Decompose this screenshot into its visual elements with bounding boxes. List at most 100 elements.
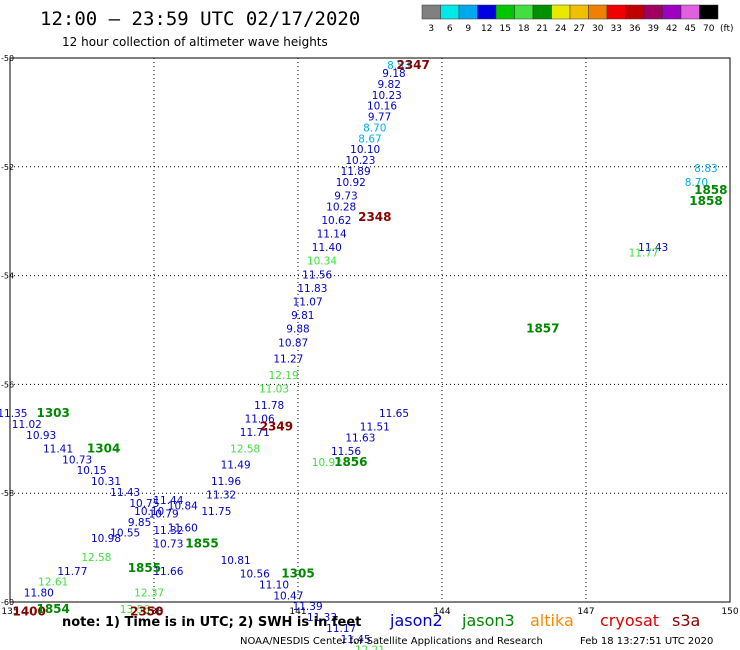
colorbar-label: 21 (537, 24, 548, 34)
pass-time-label: 1856 (334, 455, 367, 469)
wave-height-point: 11.56 (302, 269, 332, 281)
pass-time-label: 1303 (36, 406, 69, 420)
wave-height-point: 10.75 (129, 498, 159, 510)
wave-height-point: 11.39 (293, 601, 323, 613)
wave-height-point: 11.78 (254, 400, 284, 412)
x-tick-label: 138 (145, 607, 162, 617)
colorbar-swatch (458, 4, 478, 20)
colorbar-swatch (680, 4, 700, 20)
colorbar-swatch (625, 4, 645, 20)
wave-height-point: 11.27 (273, 354, 303, 366)
wave-height-point: 10.10 (134, 506, 164, 518)
chart-subtitle: 12 hour collection of altimeter wave hei… (62, 35, 328, 49)
colorbar-label: 39 (648, 24, 660, 34)
legend-entry-cryosat: cryosat (600, 611, 659, 630)
wave-height-point: 11.83 (297, 283, 327, 295)
wave-height-point: 11.77 (57, 566, 87, 578)
wave-height-point: 10.23 (372, 90, 402, 102)
colorbar-label: 33 (611, 24, 622, 34)
wave-height-point: 11.49 (221, 460, 251, 472)
wave-height-point: 11.17 (326, 623, 356, 635)
wave-height-point: 11.32 (206, 490, 236, 502)
pass-time-label: 1858 (689, 194, 722, 208)
wave-height-point: 10.73 (153, 539, 183, 551)
wave-height-point: 11.14 (317, 229, 347, 241)
wave-height-point: 11.63 (345, 433, 375, 445)
colorbar-label: 24 (555, 24, 567, 34)
wave-height-point: 13.56 (120, 604, 150, 616)
wave-height-point: 10.92 (312, 457, 342, 469)
wave-height-point: 10.92 (336, 177, 366, 189)
pass-time-label: 2349 (260, 420, 293, 434)
colorbar-swatch (440, 4, 460, 20)
pass-time-label: 1304 (87, 441, 120, 455)
wave-height-point: 9.82 (378, 79, 401, 91)
y-tick-label: -50 (1, 54, 14, 63)
legend-entry-s3a: s3a (672, 611, 700, 630)
wave-height-point: 11.77 (629, 248, 659, 260)
legend-entry-altika: altika (530, 611, 574, 630)
colorbar-swatch (569, 4, 589, 20)
wave-height-point: 11.56 (331, 446, 361, 458)
wave-height-point: 12.58 (81, 552, 111, 564)
grid-lines (10, 58, 730, 602)
wave-height-point: 11.02 (12, 419, 42, 431)
colorbar-label: 42 (666, 24, 677, 34)
wave-height-point: 8.53 (387, 60, 410, 72)
wave-height-point: 11.03 (259, 384, 289, 396)
pass-time-label: 1855 (128, 561, 161, 575)
colorbar-swatch (421, 4, 441, 20)
wave-height-point: 10.34 (307, 256, 337, 268)
colorbar-swatch (514, 4, 534, 20)
wave-height-point: 11.44 (153, 495, 183, 507)
x-tick-label: 141 (289, 607, 306, 617)
legend-entry-jason2: jason2 (389, 611, 443, 630)
chart-title: 12:00 – 23:59 UTC 02/17/2020 (40, 8, 360, 30)
wave-height-point: 10.10 (350, 144, 380, 156)
wave-height-point: 10.87 (278, 337, 308, 349)
wave-height-point: 11.43 (110, 487, 140, 499)
wave-height-point: 10.28 (326, 201, 356, 213)
wave-height-point: 10.62 (321, 215, 351, 227)
wave-height-point: 9.88 (286, 324, 309, 336)
satellite-legend: jason2 jason3 altika cryosat s3a (389, 611, 700, 630)
wave-height-point: 11.60 (168, 522, 198, 534)
wave-height-point: 10.55 (110, 528, 140, 540)
pass-time-label: 1400 (12, 605, 45, 619)
x-tick-label: 135 (1, 607, 18, 617)
wave-height-point: 10.56 (240, 569, 270, 581)
x-tick-label: 144 (433, 607, 450, 617)
axis-ticks: 135 138 141 144 147 150 -50 -52 -54 -56 -58 -60 (1, 54, 739, 617)
pass-time-label: 2350 (130, 605, 163, 619)
y-tick-label: -60 (1, 598, 14, 607)
wave-height-point: 9.81 (291, 310, 314, 322)
wave-height-point: 11.80 (24, 588, 54, 600)
pass-time-label: 2347 (396, 58, 429, 72)
legend-entry-jason3: jason3 (461, 611, 515, 630)
wave-height-point: 12.21 (355, 645, 385, 650)
pass-time-label: 1857 (526, 322, 559, 336)
wave-height-point: 10.47 (273, 590, 303, 602)
data-points: 8.539.189.8210.2310.169.778.708.6710.101… (0, 60, 718, 650)
colorbar-swatch (551, 4, 571, 20)
wave-height-point: 11.10 (259, 579, 289, 591)
wave-height-point: 11.71 (240, 427, 270, 439)
wave-height-point: 11.89 (341, 166, 371, 178)
footer-timestamp: Feb 18 13:27:51 UTC 2020 (580, 636, 713, 647)
wave-height-point: 11.66 (153, 566, 183, 578)
wave-height-point: 11.35 (0, 408, 27, 420)
colorbar-label: 45 (685, 24, 696, 34)
colorbar-label: 70 (703, 24, 715, 34)
pass-time-label: 1855 (185, 537, 218, 551)
wave-height-point: 11.65 (379, 408, 409, 420)
colorbar-label: 18 (518, 24, 530, 34)
plot-border (9, 57, 731, 603)
wave-height-point: 10.31 (91, 476, 121, 488)
wave-height-point: 11.41 (43, 443, 73, 455)
colorbar-swatch (495, 4, 515, 20)
wave-height-point: 9.18 (382, 68, 405, 80)
pass-time-label: 2348 (358, 210, 391, 224)
x-tick-label: 147 (577, 607, 594, 617)
wave-height-point: 10.15 (77, 465, 107, 477)
